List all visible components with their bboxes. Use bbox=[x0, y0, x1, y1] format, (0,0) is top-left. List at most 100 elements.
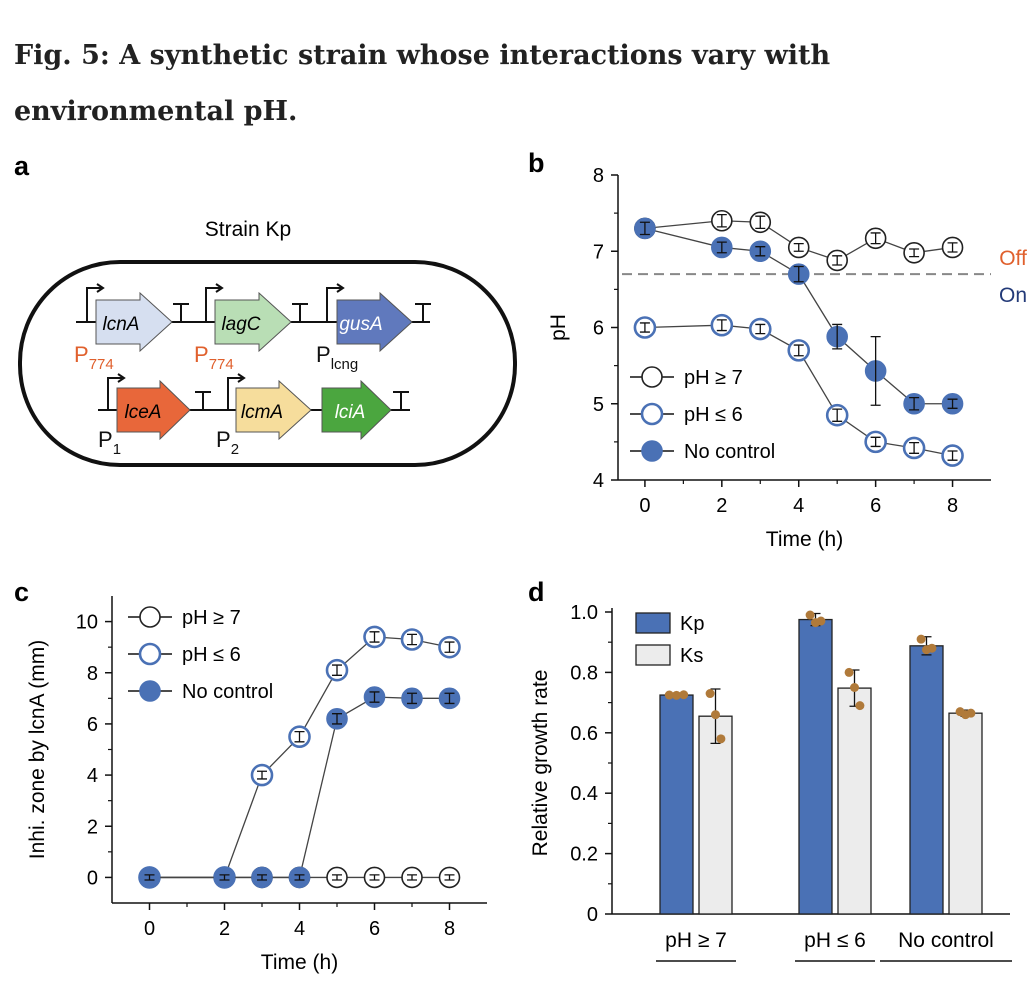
error-bar bbox=[947, 450, 958, 461]
x-axis-title: Time (h) bbox=[261, 951, 338, 974]
error-bar bbox=[755, 323, 766, 335]
y-tick-label: 4 bbox=[87, 765, 98, 787]
error-bar bbox=[832, 255, 843, 266]
legend-marker bbox=[641, 366, 663, 388]
legend-marker bbox=[139, 606, 161, 628]
error-bar bbox=[332, 713, 342, 725]
legend-label: pH ≤ 6 bbox=[182, 644, 241, 666]
threshold-label-off: Off bbox=[999, 247, 1027, 270]
x-tick-label: 8 bbox=[444, 918, 455, 940]
gene-arrow-lciA bbox=[321, 379, 392, 441]
threshold-label-on: On bbox=[999, 284, 1027, 307]
y-tick-label: 8 bbox=[593, 165, 604, 187]
gene-arrow-lcmA bbox=[235, 379, 312, 441]
legend-label: pH ≤ 6 bbox=[684, 404, 743, 426]
y-tick-label: 6 bbox=[87, 714, 98, 736]
legend-label: pH ≥ 7 bbox=[182, 607, 241, 629]
error-bar bbox=[870, 436, 881, 448]
y-tick-label: 2 bbox=[87, 816, 98, 838]
bar-kp bbox=[659, 694, 694, 915]
legend-swatch-ks bbox=[635, 644, 671, 666]
y-tick-label: 5 bbox=[593, 394, 604, 416]
error-bar bbox=[444, 692, 455, 705]
legend-label: Kp bbox=[680, 613, 704, 635]
gene-arrow-gusA bbox=[336, 291, 413, 353]
bar-ks bbox=[837, 687, 872, 915]
gene-arrow-lceA bbox=[116, 379, 191, 441]
replicate-dot bbox=[855, 701, 865, 711]
y-tick-label: 0.4 bbox=[570, 783, 598, 805]
error-bar bbox=[294, 874, 305, 881]
legend-label: No control bbox=[182, 681, 273, 703]
error-bar bbox=[793, 344, 804, 357]
cell-outline bbox=[18, 260, 517, 467]
series-open-blue bbox=[633, 313, 964, 467]
series-line bbox=[149, 636, 450, 879]
legend-marker bbox=[641, 440, 663, 462]
error-bar bbox=[257, 874, 267, 881]
y-tick-label: 10 bbox=[76, 612, 98, 634]
error-bar bbox=[639, 322, 650, 333]
gene-label-gusA: gusA bbox=[339, 314, 382, 335]
gene-label-lcnA: lcnA bbox=[103, 314, 140, 335]
y-tick-label: 0.2 bbox=[570, 844, 598, 866]
y-tick-label: 7 bbox=[593, 241, 604, 263]
category-label: No control bbox=[898, 929, 994, 952]
bar-ks bbox=[948, 712, 983, 915]
promoter-arrow-5 bbox=[227, 373, 246, 410]
replicate-dot bbox=[716, 734, 726, 744]
error-bar bbox=[369, 691, 380, 703]
error-bar bbox=[909, 397, 920, 411]
series-line bbox=[149, 696, 450, 879]
replicate-dot bbox=[805, 610, 815, 620]
error-bar bbox=[832, 408, 843, 422]
error-bar bbox=[755, 246, 766, 257]
error-bar bbox=[369, 631, 380, 643]
error-bar bbox=[793, 242, 804, 252]
error-bar bbox=[257, 770, 267, 780]
replicate-dot bbox=[711, 710, 720, 720]
x-tick-label: 6 bbox=[870, 495, 881, 517]
terminator-5 bbox=[393, 391, 409, 410]
series-filled-blue bbox=[634, 217, 964, 415]
category-label: pH ≥ 7 bbox=[665, 929, 727, 952]
y-tick-label: 4 bbox=[593, 470, 604, 492]
series-open-blue bbox=[138, 625, 461, 889]
promoter-arrow-2 bbox=[205, 283, 224, 322]
error-bar bbox=[947, 242, 958, 253]
legend-marker bbox=[139, 680, 161, 702]
panel-label-a: a bbox=[14, 151, 30, 181]
error-bar bbox=[909, 248, 920, 258]
strain-label: Strain Kp bbox=[205, 218, 291, 241]
error-bar bbox=[793, 265, 804, 283]
x-tick-label: 2 bbox=[716, 495, 727, 517]
figure-title: Fig. 5: A synthetic strain whose interac… bbox=[14, 40, 831, 127]
panel-b-chart: b 0 2 4 6 8 4 5 6 7 8 Time (h) pH Off On pH ≥ 7 pH ≤ 6 No… bbox=[528, 148, 1027, 551]
error-bar bbox=[144, 874, 155, 881]
replicate-dot bbox=[850, 683, 859, 692]
error-bar bbox=[332, 664, 342, 676]
error-bar bbox=[294, 730, 305, 743]
replicate-dot bbox=[927, 643, 937, 653]
error-bar bbox=[639, 221, 650, 236]
x-tick-label: 4 bbox=[793, 495, 804, 517]
replicate-dot bbox=[664, 690, 674, 700]
gene-arrow-lcnA bbox=[95, 291, 173, 353]
panel-c-chart: c 0 2 4 6 8 0 2 4 6 8 10 Time (h) Inhi. zone by lcnA … bbox=[14, 577, 487, 974]
error-bar bbox=[716, 241, 727, 254]
error-bar bbox=[444, 641, 455, 653]
replicate-dot bbox=[672, 690, 681, 700]
bar-kp bbox=[909, 645, 944, 915]
error-bar bbox=[332, 874, 342, 881]
terminator-2 bbox=[292, 303, 308, 322]
y-tick-label: 0 bbox=[587, 904, 598, 926]
error-bar bbox=[870, 232, 881, 245]
legend-swatch-kp bbox=[635, 612, 671, 634]
promoter-arrow-4 bbox=[107, 373, 126, 410]
panel-label-d: d bbox=[528, 577, 545, 607]
terminator-1 bbox=[173, 303, 189, 322]
y-tick-label: 0 bbox=[87, 867, 98, 889]
gene-label-lagC: lagC bbox=[221, 314, 260, 335]
error-bar bbox=[870, 336, 881, 406]
